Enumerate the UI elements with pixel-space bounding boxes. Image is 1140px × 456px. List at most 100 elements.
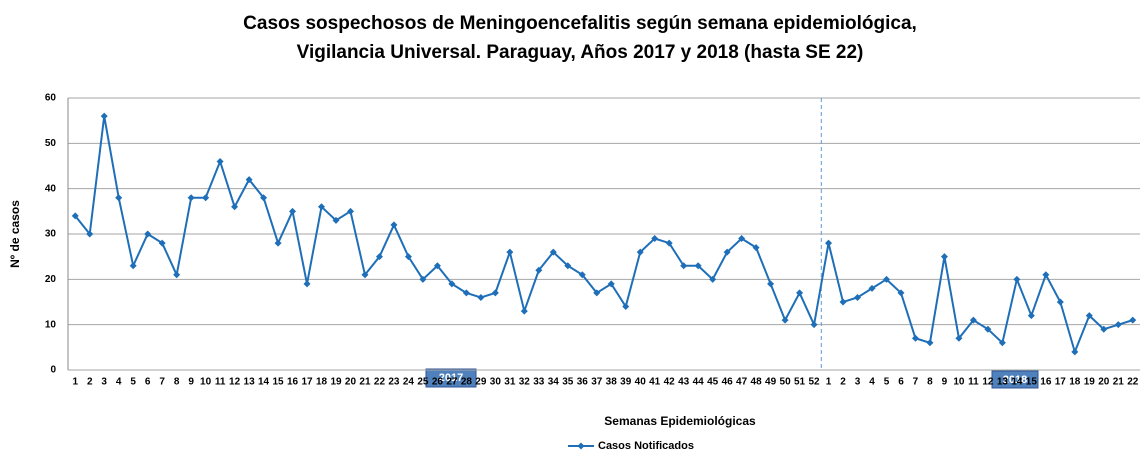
point-marker [361,271,369,279]
x-tick-label: 29 [475,377,487,388]
x-tick-label: 39 [620,377,632,388]
point-marker [535,266,543,274]
point-marker [767,280,775,288]
point-marker [245,176,253,184]
x-tick-label: 26 [432,377,444,388]
point-marker [260,194,268,202]
point-marker [390,221,398,229]
point-marker [303,280,311,288]
x-tick-label: 9 [942,377,948,388]
point-marker [346,207,354,215]
point-marker [680,262,688,270]
x-tick-label: 4 [869,377,875,388]
x-tick-label: 1 [826,377,832,388]
point-marker [998,339,1006,347]
x-tick-label: 3 [855,377,861,388]
point-marker [752,244,760,252]
point-marker [1071,348,1079,356]
point-marker [100,112,108,120]
point-marker [1085,312,1093,320]
point-marker [665,239,673,247]
x-tick-label: 6 [145,377,151,388]
point-marker [911,334,919,342]
x-tick-label: 40 [635,377,647,388]
x-tick-label: 15 [272,377,284,388]
x-tick-label: 32 [519,377,531,388]
point-marker [462,289,470,297]
x-tick-label: 34 [548,377,560,388]
point-marker [940,253,948,261]
point-marker [506,248,514,256]
point-marker [636,248,644,256]
x-tick-label: 44 [693,377,705,388]
x-tick-label: 22 [374,377,386,388]
legend-marker [577,442,585,450]
point-marker [564,262,572,270]
point-marker [926,339,934,347]
point-marker [332,216,340,224]
point-marker [882,275,890,283]
legend-label: Casos Notificados [598,440,694,452]
point-marker [375,253,383,261]
x-tick-label: 20 [1098,377,1110,388]
x-tick-label: 17 [301,377,313,388]
point-marker [593,289,601,297]
point-marker [868,284,876,292]
x-tick-label: 47 [736,377,748,388]
x-tick-label: 36 [577,377,589,388]
x-tick-label: 48 [751,377,763,388]
x-tick-label: 9 [188,377,194,388]
point-marker [173,271,181,279]
x-tick-label: 52 [808,377,820,388]
point-marker [1100,325,1108,333]
x-tick-label: 21 [359,377,371,388]
x-tick-label: 16 [287,377,299,388]
x-tick-label: 27 [446,377,458,388]
x-tick-label: 2 [87,377,93,388]
point-marker [955,334,963,342]
x-tick-label: 6 [898,377,904,388]
x-tick-label: 45 [707,377,719,388]
x-tick-label: 24 [403,377,415,388]
x-tick-label: 20 [345,377,357,388]
point-marker [71,212,79,220]
x-tick-label: 37 [591,377,603,388]
point-marker [144,230,152,238]
point-marker [738,235,746,243]
x-tick-label: 11 [968,377,979,388]
point-marker [289,207,297,215]
point-marker [1114,321,1122,329]
x-tick-label: 14 [1011,377,1023,388]
point-marker [825,239,833,247]
point-marker [1056,298,1064,306]
x-tick-label: 14 [258,377,270,388]
x-tick-label: 51 [794,377,806,388]
x-tick-label: 19 [330,377,342,388]
y-axis-label: Nº de casos [8,200,22,268]
x-tick-label: 13 [997,377,1009,388]
x-tick-label: 33 [533,377,545,388]
x-tick-label: 25 [417,377,429,388]
point-marker [115,194,123,202]
point-marker [854,293,862,301]
x-tick-label: 5 [884,377,890,388]
point-marker [607,280,615,288]
x-tick-label: 7 [913,377,919,388]
point-marker [723,248,731,256]
x-tick-label: 49 [765,377,777,388]
point-marker [216,157,224,165]
point-marker [86,230,94,238]
point-marker [578,271,586,279]
x-tick-label: 22 [1127,377,1139,388]
point-marker [622,303,630,311]
x-tick-label: 30 [490,377,502,388]
y-tick-label: 10 [45,319,57,330]
x-tick-label: 28 [461,377,473,388]
x-tick-label: 35 [562,377,574,388]
x-tick-label: 16 [1040,377,1052,388]
point-marker [1042,271,1050,279]
point-marker [897,289,905,297]
point-marker [781,316,789,324]
point-marker [231,203,239,211]
x-tick-label: 17 [1055,377,1067,388]
